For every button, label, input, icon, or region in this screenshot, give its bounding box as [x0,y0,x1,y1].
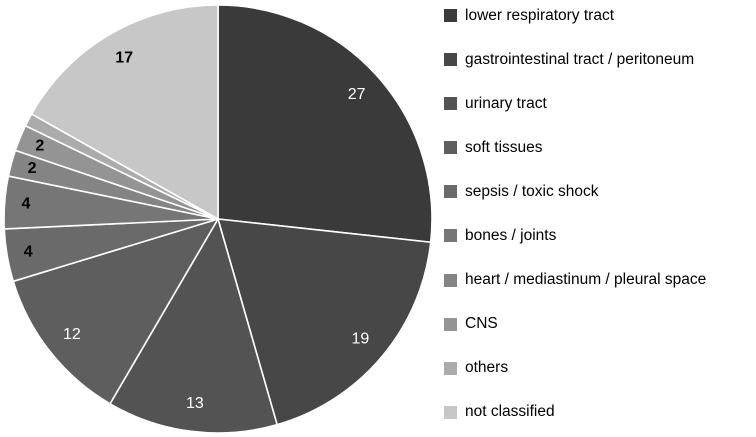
legend-item-1: gastrointestinal tract / peritoneum [444,52,754,68]
pie-slice-value-5: 4 [22,196,31,213]
legend-item-6: heart / mediastinum / pleural space [444,272,754,288]
pie-slice-value-4: 4 [24,243,33,260]
legend-item-7: CNS [444,316,754,332]
pie-slice-0 [217,4,433,244]
pie-slice-value-6: 2 [28,160,37,177]
legend-label: gastrointestinal tract / peritoneum [465,51,695,69]
pie-slice-9 [30,4,219,220]
legend-label: others [465,359,509,377]
legend-swatch-icon [444,317,457,331]
legend-item-9: not classified [444,404,754,420]
pie-chart: 27 19 13 12 4 4 2 2 17 [3,4,433,434]
legend-label: not classified [465,403,555,421]
pie-slice-value-1: 19 [352,330,370,347]
legend-swatch-icon [444,141,457,155]
legend-label: heart / mediastinum / pleural space [465,271,707,289]
chart-legend: lower respiratory tract gastrointestinal … [444,8,754,420]
legend-swatch-icon [444,53,457,67]
legend-label: CNS [465,315,498,333]
pie-slice-value-7: 2 [35,138,44,155]
legend-swatch-icon [444,273,457,287]
legend-item-5: bones / joints [444,228,754,244]
pie-slice-value-9: 17 [115,50,133,67]
pie-slice-1 [217,218,432,426]
legend-item-0: lower respiratory tract [444,8,754,24]
legend-swatch-icon [444,97,457,111]
legend-swatch-icon [444,229,457,243]
legend-label: urinary tract [465,95,547,113]
legend-swatch-icon [444,361,457,375]
legend-swatch-icon [444,405,457,419]
pie-slice-3 [12,218,219,405]
legend-item-2: urinary tract [444,96,754,112]
pie-slice-2 [109,218,278,434]
legend-swatch-icon [444,9,457,23]
legend-item-3: soft tissues [444,140,754,156]
pie-slice-value-3: 12 [63,326,81,343]
legend-swatch-icon [444,185,457,199]
pie-slice-value-2: 13 [186,395,204,412]
legend-label: soft tissues [465,139,543,157]
legend-label: sepsis / toxic shock [465,183,599,201]
legend-item-4: sepsis / toxic shock [444,184,754,200]
legend-label: bones / joints [465,227,557,245]
legend-label: lower respiratory tract [465,7,615,24]
legend-item-8: others [444,360,754,376]
pie-slice-value-0: 27 [348,86,366,103]
